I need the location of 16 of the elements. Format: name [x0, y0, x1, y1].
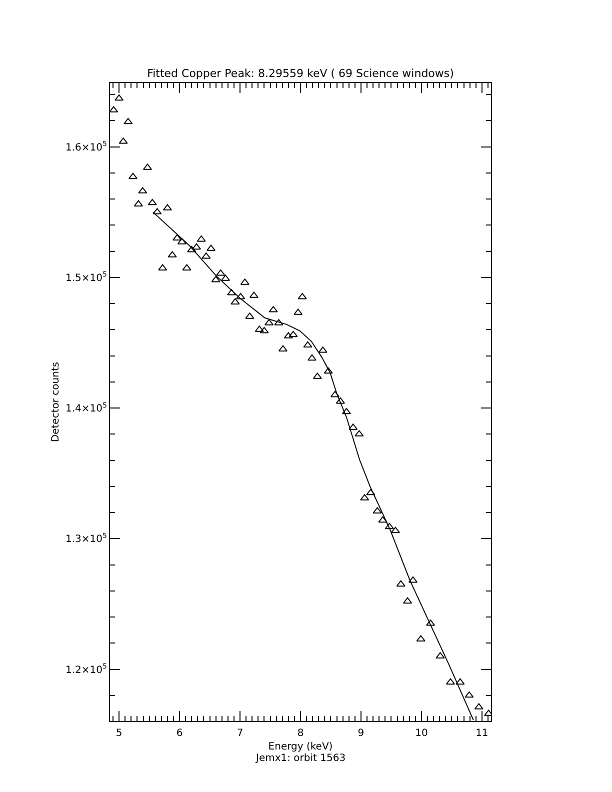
- x-tick-label: 5: [116, 728, 122, 739]
- y-tick-label: 1.4×10$^{5}$: [66, 401, 107, 415]
- x-tick-label: 9: [358, 728, 364, 739]
- x-tick-label: 11: [476, 728, 488, 739]
- x-tick-label: 7: [236, 728, 244, 739]
- y-tick-label: 1.5×10$^{5}$: [66, 270, 107, 284]
- y-axis-title: Detector counts: [50, 362, 62, 442]
- y-tick-label: 1.6×10$^{5}$: [66, 140, 107, 154]
- text: Jemx1: orbit 1563: [255, 753, 346, 764]
- chart-title: Fitted Copper Peak: 8.29559 keV ( 69 Science windows): [147, 67, 454, 80]
- x-axis-title: Energy (keV): [268, 742, 333, 752]
- x-tick-label: 6: [176, 728, 183, 739]
- y-tick-label: 1.2×10$^{5}$: [66, 662, 107, 676]
- x-tick-label: 8: [297, 728, 304, 739]
- y-tick-label: 1.3×10$^{5}$: [66, 532, 107, 546]
- x-tick-label: 10: [415, 728, 428, 739]
